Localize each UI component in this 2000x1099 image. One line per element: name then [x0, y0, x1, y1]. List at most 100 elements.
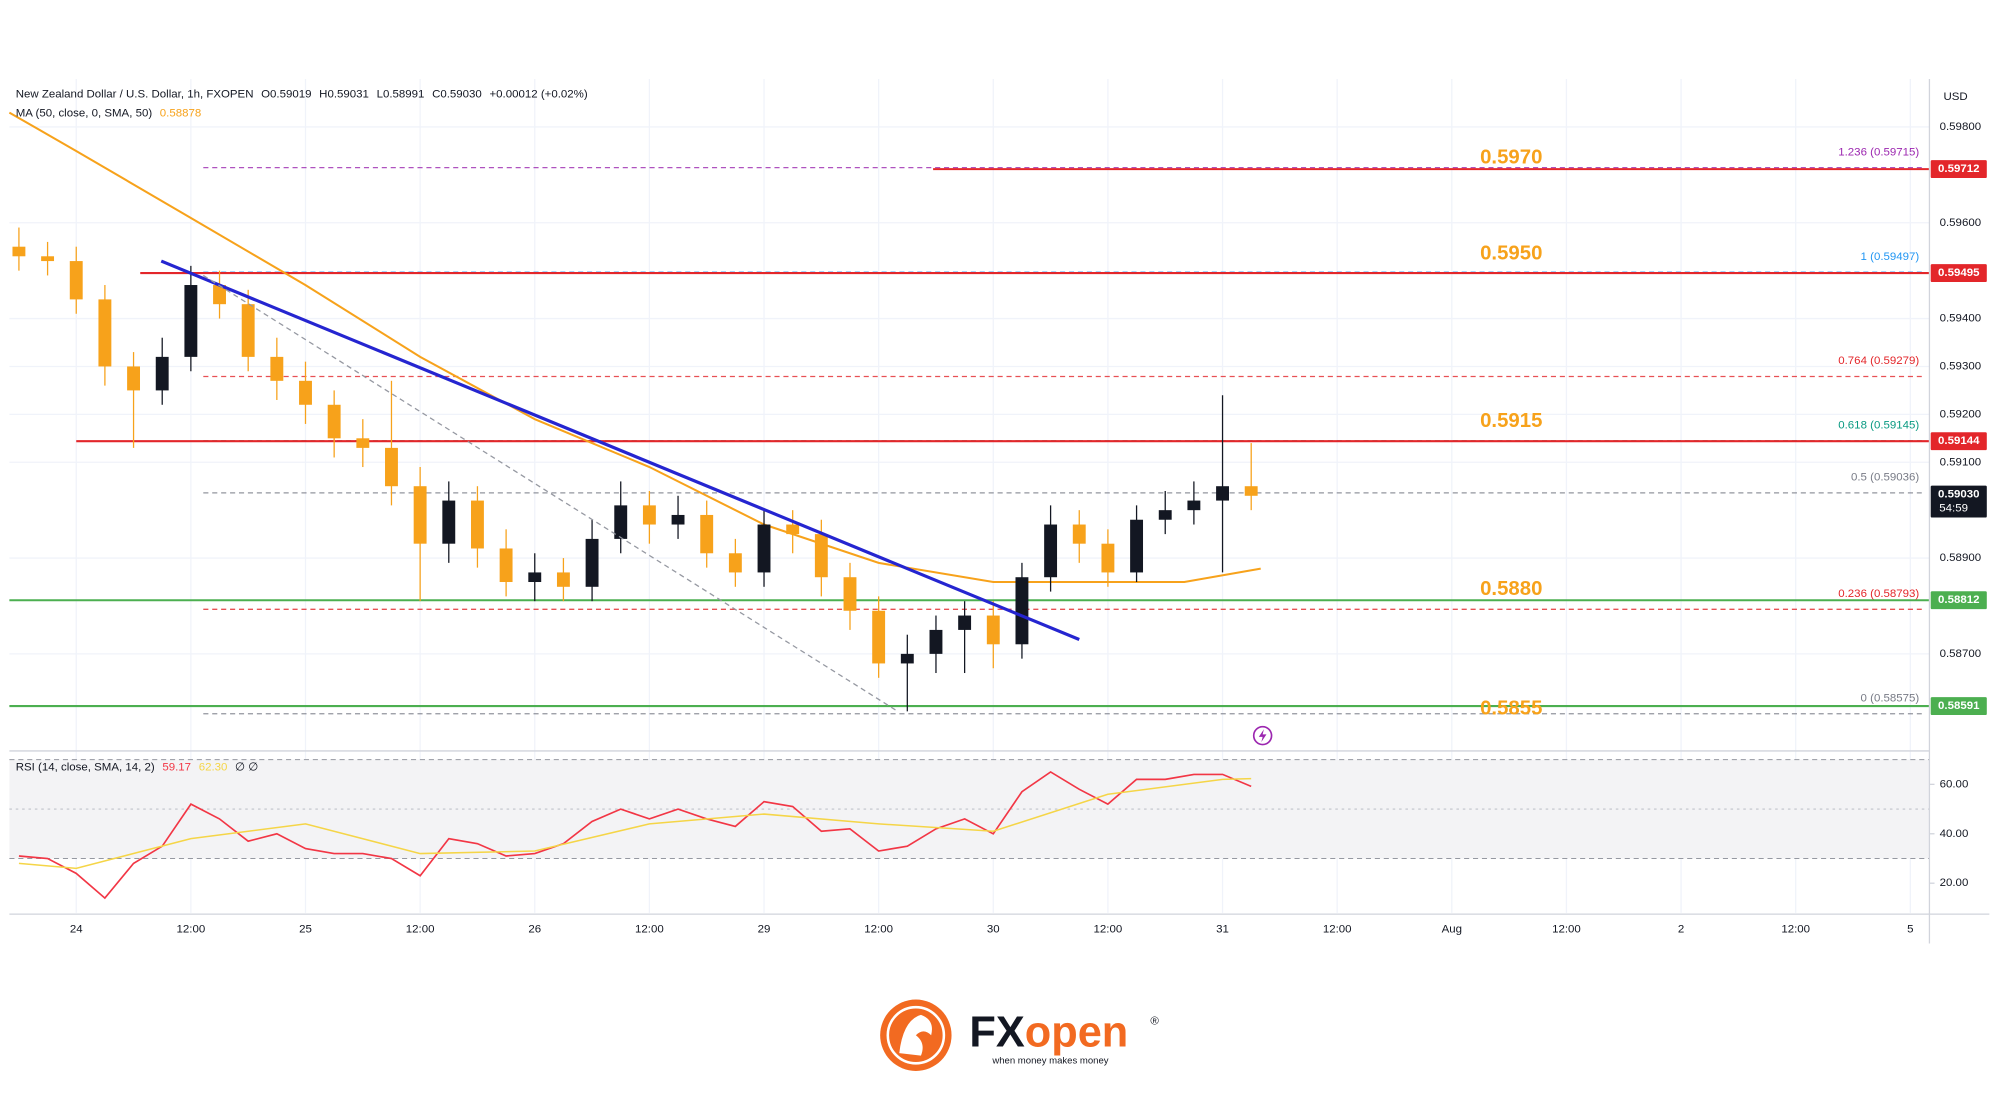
x-tick-label: 12:00: [406, 923, 435, 935]
x-tick-label: 12:00: [1323, 923, 1352, 935]
x-tick-label: 2: [1678, 923, 1684, 935]
ohlc-readout: H0.59031: [319, 88, 369, 100]
alert-bolt: [1258, 729, 1267, 743]
rsi-pane: RSI (14, close, SMA, 14, 2) 59.17 62.30 ∅ ∅: [9, 759, 1935, 900]
axes: 24 12:00 25 12:00 26 12:00 29 12:00 30 12:00 31 12:…: [70, 91, 1981, 936]
x-tick-label: 12:00: [1781, 923, 1810, 935]
candle-body: [213, 285, 226, 305]
x-tick-label: 12:00: [1552, 923, 1581, 935]
logo-fx: FX: [969, 1009, 1024, 1057]
ohlc-readout: C0.59030: [432, 88, 482, 100]
candle-body: [184, 285, 198, 357]
x-tick-label: 25: [299, 923, 312, 935]
candle-body: [1130, 519, 1144, 573]
x-tick-label: 12:00: [1094, 923, 1123, 935]
level-annotation: 0.5855: [1480, 698, 1542, 720]
x-tick-label: 5: [1907, 923, 1913, 935]
candle-body: [900, 653, 914, 664]
price-badge: [1930, 264, 1987, 282]
x-tick-label: 31: [1216, 923, 1229, 935]
fib-label: 1.236 (0.59715): [1838, 146, 1919, 158]
fib-label: 0.618 (0.59145): [1838, 419, 1919, 431]
rsi-y-tick-label: 20.00: [1940, 877, 1969, 889]
candle-body: [499, 548, 513, 583]
price-badge-label: 0.59144: [1938, 435, 1980, 447]
ma-label: MA (50, close, 0, SMA, 50): [16, 108, 153, 120]
y-axis-label: USD: [1943, 91, 1967, 103]
y-tick-label: 0.58900: [1940, 552, 1981, 564]
fib-label: 0.236 (0.58793): [1838, 588, 1919, 600]
candle-body: [470, 500, 484, 549]
rsi-readout: 62.30: [199, 762, 228, 774]
alert-icon: [1252, 725, 1273, 746]
candle-body: [872, 610, 886, 664]
price-pane: [8, 111, 1930, 715]
chart-header: New Zealand Dollar / U.S. Dollar, 1h, FX…: [16, 88, 588, 100]
level-annotation: 0.5915: [1480, 410, 1542, 432]
candle-body: [1216, 486, 1229, 501]
candle-body: [528, 572, 542, 583]
ohlc-readout: L0.58991: [377, 88, 425, 100]
y-tick-label: 0.59600: [1940, 217, 1981, 229]
candle-body: [69, 261, 83, 300]
ma-header: MA (50, close, 0, SMA, 50) 0.58878: [16, 108, 202, 120]
ohlc-readout: O0.59019: [261, 88, 311, 100]
overlay: 1.236 (0.59715) 1 (0.59497) 0.764 (0.59279…: [16, 88, 1987, 720]
logo-open: open: [1025, 1009, 1129, 1057]
rsi-header: RSI (14, close, SMA, 14, 2) 59.17 62.30 ∅ ∅: [16, 762, 258, 774]
x-tick-label: Aug: [1442, 923, 1462, 935]
candle-body: [757, 524, 771, 573]
candle-body: [556, 572, 570, 587]
rsi-title: RSI (14, close, SMA, 14, 2): [16, 762, 155, 774]
rsi-line: [18, 770, 1252, 900]
bar-countdown: 54:59: [1939, 503, 1968, 515]
candle-body: [327, 404, 341, 439]
candle-body: [728, 553, 742, 573]
price-badge: [1930, 432, 1987, 451]
candle-body: [299, 380, 312, 405]
y-tick-label: 0.59300: [1940, 360, 1981, 372]
logo-wordmark: FXopen: [969, 1009, 1128, 1057]
y-tick-label: 0.59100: [1940, 456, 1981, 468]
logo: FXopen ® when money makes money: [880, 999, 1159, 1071]
x-tick-label: 12:00: [635, 923, 664, 935]
candle-body: [986, 615, 1000, 645]
alert-circle: [1252, 725, 1273, 746]
price-badge-label: 0.58812: [1938, 594, 1979, 606]
y-tick-label: 0.59200: [1940, 408, 1981, 420]
candle-body: [786, 524, 800, 535]
trendline: [202, 274, 899, 712]
chart-title: New Zealand Dollar / U.S. Dollar, 1h, FX…: [16, 88, 254, 100]
candle-body: [356, 438, 370, 448]
price-badge-label: 0.58591: [1938, 700, 1980, 712]
candle-body: [385, 447, 398, 487]
x-tick-label: 29: [758, 923, 771, 935]
logo-emblem-ring: [886, 1005, 946, 1065]
candle-body: [700, 514, 714, 554]
x-tick-label: 30: [987, 923, 1000, 935]
level-annotation: 0.5950: [1480, 242, 1542, 264]
candle-body: [1244, 486, 1258, 496]
y-tick-label: 0.59800: [1940, 121, 1981, 133]
candle-body: [241, 304, 255, 357]
x-tick-label: 12:00: [177, 923, 206, 935]
price-badge: [1930, 591, 1987, 610]
candle-body: [585, 538, 599, 587]
price-badge: [1930, 160, 1987, 179]
candle-body: [958, 615, 972, 630]
y-tick-label: 0.58700: [1940, 648, 1981, 660]
candle-body: [413, 486, 427, 544]
y-tick-label: 0.59400: [1940, 313, 1981, 325]
fib-label: 0.5 (0.59036): [1851, 472, 1919, 484]
candle-body: [98, 299, 112, 367]
candle-body: [1101, 543, 1115, 573]
price-badge: [1930, 697, 1987, 716]
candle-body: [614, 505, 628, 539]
fib-label: 0 (0.58575): [1861, 692, 1920, 704]
candle-body: [671, 514, 685, 525]
candle-body: [12, 246, 26, 257]
price-badge-label: 0.59712: [1938, 163, 1979, 175]
